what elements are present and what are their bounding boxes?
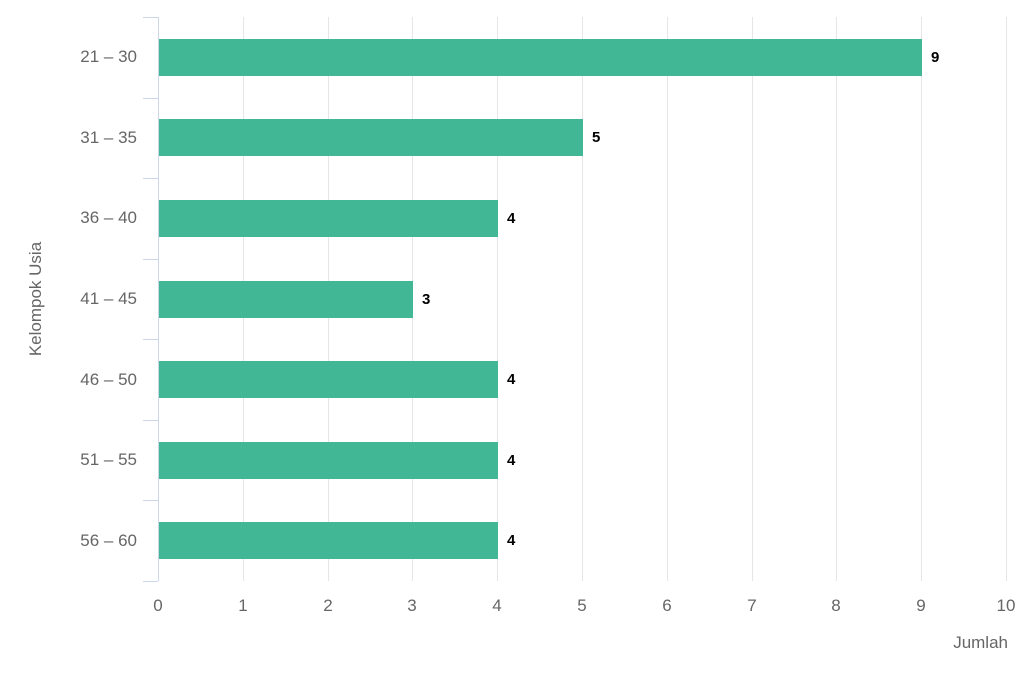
bar-value-label: 3	[422, 291, 431, 308]
x-tick-label-10: 10	[996, 596, 1016, 615]
category-label: 51 – 55	[80, 450, 137, 469]
x-tick-label-7: 7	[747, 596, 757, 615]
bar-46–50[interactable]	[159, 361, 498, 398]
gridline-x-8	[836, 17, 837, 581]
x-tick-label-0: 0	[153, 596, 163, 615]
x-tick-label-9: 9	[916, 596, 926, 615]
y-axis-tick	[143, 581, 158, 582]
gridline-x-4	[497, 17, 498, 581]
y-axis-tick	[143, 259, 158, 260]
x-tick-label-4: 4	[492, 596, 502, 615]
category-label: 21 – 30	[80, 47, 137, 66]
y-axis-tick	[143, 17, 158, 18]
plot-area: 9 5 4 3 4 4 4	[143, 17, 1007, 582]
y-axis-tick	[143, 178, 158, 179]
x-tick-label-2: 2	[323, 596, 333, 615]
bar-51–55[interactable]	[159, 442, 498, 479]
x-axis-title: Jumlah	[953, 633, 1008, 652]
category-label: 41 – 45	[80, 289, 137, 308]
gridline-x-10	[1006, 17, 1007, 581]
bar-value-label: 5	[592, 129, 601, 146]
x-tick-label-6: 6	[662, 596, 672, 615]
x-tick-label-8: 8	[831, 596, 841, 615]
bar-value-label: 9	[931, 49, 940, 66]
bar-56–60[interactable]	[159, 522, 498, 559]
y-axis-line	[158, 17, 159, 581]
y-axis-tick	[143, 339, 158, 340]
category-label: 46 – 50	[80, 370, 137, 389]
bar-value-label: 4	[507, 532, 516, 549]
y-axis-tick	[143, 500, 158, 501]
bar-41–45[interactable]	[159, 281, 413, 318]
category-label: 56 – 60	[80, 531, 137, 550]
x-tick-label-5: 5	[577, 596, 587, 615]
gridline-x-9	[921, 17, 922, 581]
x-tick-label-3: 3	[407, 596, 417, 615]
gridline-x-7	[752, 17, 753, 581]
gridline-x-5	[582, 17, 583, 581]
category-label: 36 – 40	[80, 208, 137, 227]
y-axis-tick	[143, 420, 158, 421]
bar-value-label: 4	[507, 210, 516, 227]
gridline-x-6	[667, 17, 668, 581]
bar-21–30[interactable]	[159, 39, 922, 76]
category-label: 31 – 35	[80, 128, 137, 147]
bar-value-label: 4	[507, 452, 516, 469]
bar-36–40[interactable]	[159, 200, 498, 237]
x-tick-label-1: 1	[238, 596, 248, 615]
bar-value-label: 4	[507, 371, 516, 388]
y-axis-tick	[143, 98, 158, 99]
bar-31–35[interactable]	[159, 119, 583, 156]
